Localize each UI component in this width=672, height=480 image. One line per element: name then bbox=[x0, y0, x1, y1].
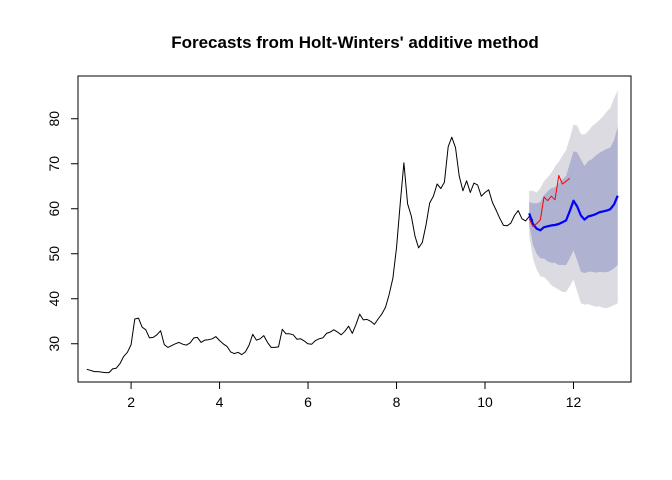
y-tick-label: 60 bbox=[46, 201, 62, 217]
series-lines bbox=[86, 136, 619, 374]
y-tick-label: 80 bbox=[46, 111, 62, 127]
chart-title: Forecasts from Holt-Winters' additive me… bbox=[171, 33, 539, 52]
x-tick-label: 4 bbox=[216, 394, 224, 410]
x-tick-label: 6 bbox=[304, 394, 312, 410]
series-forecast-line bbox=[528, 195, 619, 232]
x-tick-label: 12 bbox=[566, 394, 582, 410]
y-tick-label: 30 bbox=[46, 336, 62, 352]
y-tick-label: 40 bbox=[46, 291, 62, 307]
y-tick-label: 50 bbox=[46, 246, 62, 262]
series-actual-line bbox=[528, 174, 571, 227]
series-observed-line bbox=[86, 136, 534, 374]
x-tick-label: 2 bbox=[127, 394, 135, 410]
prediction-intervals bbox=[529, 90, 618, 309]
y-axis: 30 40 50 60 70 80 bbox=[46, 111, 79, 352]
x-axis: 2 4 6 8 10 12 bbox=[127, 381, 582, 410]
x-tick-label: 10 bbox=[477, 394, 493, 410]
y-tick-label: 70 bbox=[46, 156, 62, 172]
x-tick-label: 8 bbox=[393, 394, 401, 410]
